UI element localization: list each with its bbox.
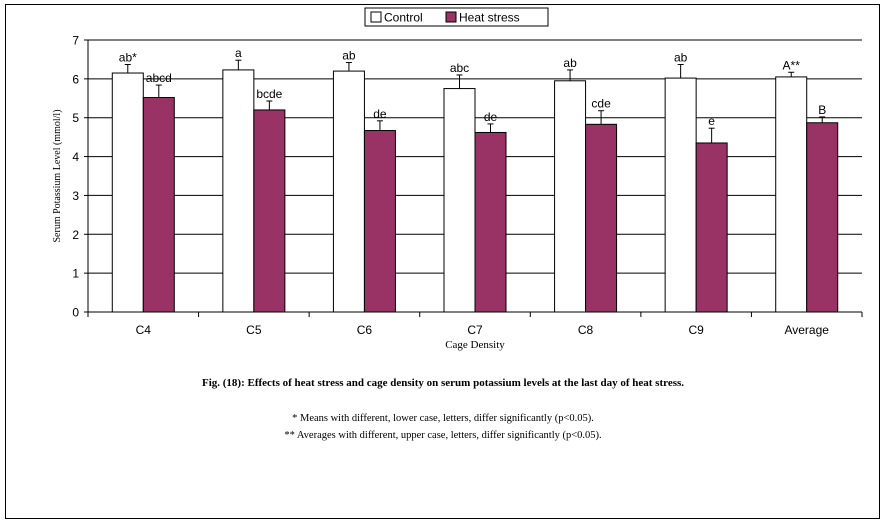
significance-label: cde [591, 97, 611, 111]
significance-label: de [373, 107, 387, 121]
bar-control [111, 72, 144, 313]
bar-heat-stress [474, 131, 507, 313]
y-tick-label: 3 [72, 189, 79, 203]
significance-label: a [235, 46, 242, 60]
legend-label-control: Control [384, 11, 423, 25]
significance-label: ab [342, 49, 356, 63]
y-axis-label: Serum Potassium Level (mmol/l) [52, 109, 63, 242]
bar-heat-stress [363, 130, 396, 313]
significance-label: B [818, 103, 826, 117]
y-axis-ticks: 0 1 2 3 4 5 6 7 [72, 34, 88, 320]
x-tick-label: C9 [688, 323, 704, 337]
bar-control [332, 70, 365, 313]
x-tick-label: C6 [357, 323, 373, 337]
bar-heat-stress [253, 109, 286, 313]
legend: Control Heat stress [364, 7, 549, 27]
significance-label: de [484, 110, 498, 124]
legend-swatch-heat-stress [445, 11, 457, 23]
x-axis-ticks: C4 C5 C6 C7 C8 C9 Average [87, 312, 863, 337]
significance-label: bcde [256, 87, 282, 101]
x-tick-label: C5 [246, 323, 262, 337]
y-tick-label: 1 [72, 267, 79, 281]
bar-control [664, 77, 697, 313]
significance-label: ab [563, 56, 577, 70]
bars [111, 59, 839, 313]
y-tick-label: 6 [72, 72, 79, 86]
bar-control [443, 88, 476, 313]
footnote-uppercase: ** Averages with different, upper case, … [284, 430, 602, 441]
bar-control [775, 76, 808, 313]
significance-label: A** [783, 58, 801, 72]
y-tick-label: 2 [72, 228, 79, 242]
bar-heat-stress [806, 122, 839, 313]
significance-label: abc [450, 61, 469, 75]
x-tick-label: Average [784, 323, 829, 337]
bar-control [554, 80, 587, 313]
x-axis-label: Cage Density [445, 339, 505, 351]
legend-swatch-control [370, 11, 382, 23]
y-tick-label: 0 [72, 306, 79, 320]
x-tick-label: C4 [136, 323, 152, 337]
significance-label: abcd [146, 71, 172, 85]
y-tick-label: 7 [72, 34, 79, 48]
footnote-lowercase: * Means with different, lower case, lett… [292, 413, 594, 424]
legend-label-heat-stress: Heat stress [459, 11, 520, 25]
significance-label: e [708, 114, 715, 128]
x-tick-label: C8 [578, 323, 594, 337]
bar-heat-stress [585, 123, 618, 313]
figure-caption: Fig. (18): Effects of heat stress and ca… [201, 377, 685, 389]
y-tick-label: 4 [72, 150, 79, 164]
significance-label: ab* [119, 50, 137, 64]
x-tick-label: C7 [467, 323, 483, 337]
y-tick-label: 5 [72, 111, 79, 125]
bar-heat-stress [142, 97, 175, 313]
bar-heat-stress [695, 142, 728, 313]
bar-control [222, 69, 255, 313]
significance-label: ab [674, 50, 688, 64]
